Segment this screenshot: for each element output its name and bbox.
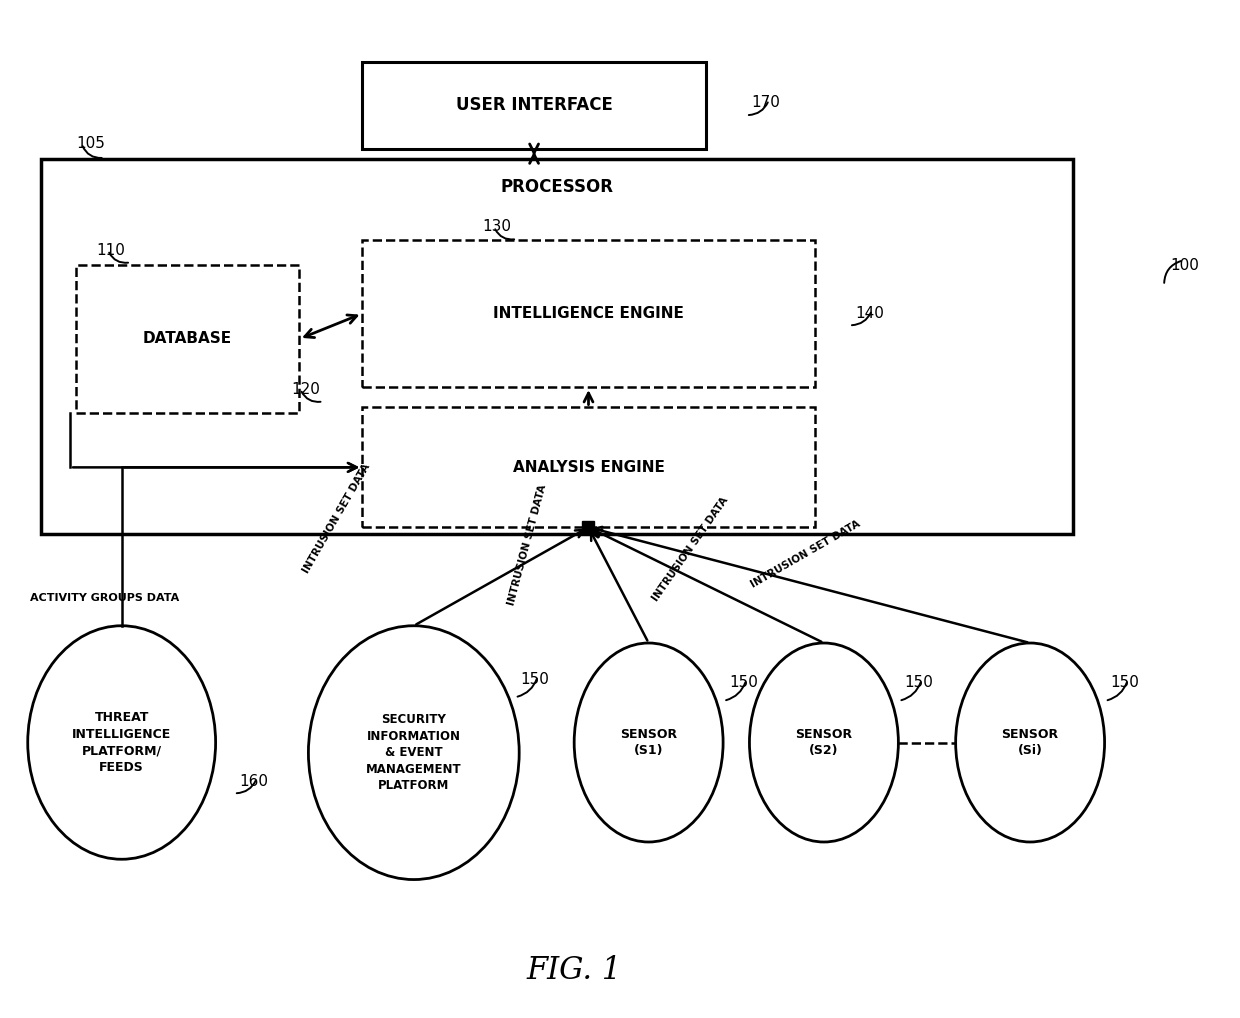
Ellipse shape [27,626,216,859]
Text: 170: 170 [751,96,781,110]
Text: INTELLIGENCE ENGINE: INTELLIGENCE ENGINE [494,306,684,321]
Text: SENSOR
(Si): SENSOR (Si) [1002,728,1059,757]
Text: INTRUSION SET DATA: INTRUSION SET DATA [506,484,548,607]
Text: INTRUSION SET DATA: INTRUSION SET DATA [749,518,862,589]
Text: ACTIVITY GROUPS DATA: ACTIVITY GROUPS DATA [30,593,180,604]
Text: SENSOR
(S2): SENSOR (S2) [795,728,852,757]
Ellipse shape [309,626,520,880]
Text: ANALYSIS ENGINE: ANALYSIS ENGINE [512,460,665,474]
Text: PROCESSOR: PROCESSOR [501,178,614,196]
Bar [362,240,815,387]
Text: 110: 110 [97,242,125,258]
Ellipse shape [574,643,723,842]
Text: 120: 120 [291,382,320,397]
Bar [76,266,299,412]
Text: 140: 140 [854,305,884,321]
Ellipse shape [956,643,1105,842]
Text: 100: 100 [1169,258,1199,273]
Text: FIG. 1: FIG. 1 [527,956,621,986]
Text: SECURITY
INFORMATION
& EVENT
MANAGEMENT
PLATFORM: SECURITY INFORMATION & EVENT MANAGEMENT … [366,714,461,792]
Text: 130: 130 [482,219,512,234]
Text: SENSOR
(S1): SENSOR (S1) [620,728,677,757]
Bar [362,62,706,149]
Text: 105: 105 [76,136,104,151]
Text: USER INTERFACE: USER INTERFACE [455,97,613,114]
Text: 150: 150 [904,675,934,690]
Bar [362,407,815,527]
Text: 160: 160 [239,774,269,789]
Text: INTRUSION SET DATA: INTRUSION SET DATA [650,496,730,604]
Text: 150: 150 [1111,675,1140,690]
Text: 150: 150 [521,672,549,686]
Text: INTRUSION SET DATA: INTRUSION SET DATA [300,462,372,575]
Text: DATABASE: DATABASE [143,332,232,346]
Bar [41,159,1073,534]
Ellipse shape [749,643,898,842]
Text: 150: 150 [729,675,758,690]
Text: THREAT
INTELLIGENCE
PLATFORM/
FEEDS: THREAT INTELLIGENCE PLATFORM/ FEEDS [72,712,171,774]
